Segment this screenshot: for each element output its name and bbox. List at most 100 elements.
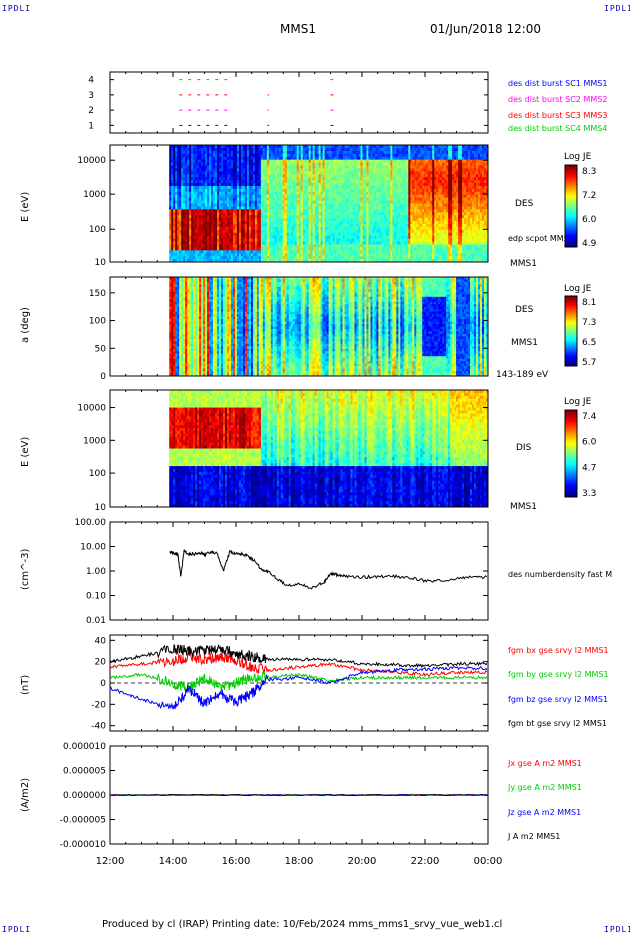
heatmap-cell: [207, 150, 210, 155]
heatmap-cell: [179, 150, 182, 155]
heatmap-cell: [225, 156, 228, 161]
heatmap-cell: [177, 212, 180, 216]
heatmap-cell: [217, 253, 220, 257]
heatmap-cell: [173, 188, 176, 193]
heatmap-cell: [173, 200, 176, 204]
heatmap-cell: [199, 232, 202, 237]
heatmap-cell: [197, 147, 200, 152]
heatmap-cell: [179, 226, 182, 231]
des-energy-heatmap: [169, 145, 489, 263]
heatmap-cell: [179, 238, 182, 242]
heatmap-cell: [169, 229, 172, 234]
heatmap-cell: [211, 229, 214, 234]
heatmap-cell: [211, 197, 214, 201]
heatmap-cell: [185, 194, 188, 199]
heatmap-cell: [173, 206, 176, 210]
heatmap-cell: [197, 235, 200, 239]
heatmap-cell: [223, 147, 226, 152]
heatmap-cell: [209, 247, 212, 251]
heatmap-cell: [171, 162, 174, 166]
heatmap-cell: [213, 209, 216, 213]
heatmap-cell: [203, 188, 206, 193]
heatmap-cell: [223, 223, 226, 228]
heatmap-cell: [199, 226, 202, 231]
heatmap-cell: [179, 200, 182, 204]
heatmap-cell: [211, 191, 214, 196]
heatmap-cell: [177, 159, 180, 163]
heatmap-cell: [205, 209, 208, 213]
heatmap-cell: [201, 165, 204, 169]
heatmap-cell: [230, 229, 234, 234]
heatmap-cell: [213, 229, 216, 234]
heatmap-cell: [187, 191, 190, 196]
heatmap-cell: [177, 253, 180, 257]
heatmap-cell: [215, 145, 218, 149]
heatmap-cell: [203, 174, 206, 178]
heatmap-cell: [215, 171, 218, 175]
heatmap-cell: [211, 259, 214, 263]
heatmap-cell: [203, 153, 206, 158]
heatmap-cell: [209, 168, 212, 172]
heatmap-cell: [189, 185, 192, 190]
heatmap-cell: [205, 238, 208, 242]
heatmap-cell: [227, 168, 230, 172]
heatmap-cell: [191, 162, 194, 166]
heatmap-cell: [215, 188, 218, 193]
heatmap-cell: [221, 209, 224, 213]
heatmap-cell: [189, 229, 192, 234]
heatmap-cell: [183, 244, 186, 248]
heatmap-cell: [191, 177, 194, 181]
heatmap-cell: [207, 244, 210, 248]
heatmap-cell: [189, 150, 192, 155]
heatmap-cell: [228, 180, 232, 184]
heatmap-cell: [189, 209, 192, 213]
heatmap-cell: [183, 238, 186, 242]
heatmap-cell: [227, 197, 230, 201]
heatmap-cell: [227, 250, 230, 254]
heatmap-cell: [205, 223, 208, 228]
heatmap-cell: [185, 150, 188, 155]
legend-jx: Jx gse A m2 MMS1: [508, 759, 582, 768]
heatmap-cell: [171, 171, 174, 175]
heatmap-cell: [173, 232, 176, 237]
heatmap-cell: [211, 215, 214, 219]
heatmap-cell: [225, 147, 228, 152]
heatmap-cell: [181, 171, 184, 175]
heatmap-cell: [219, 259, 222, 263]
heatmap-cell: [227, 235, 230, 239]
heatmap-cell: [177, 244, 180, 248]
heatmap-cell: [195, 150, 198, 155]
heatmap-cell: [223, 259, 226, 263]
heatmap-cell: [217, 238, 220, 242]
heatmap-cell: [191, 203, 194, 207]
heatmap-cell: [193, 183, 196, 187]
heatmap-cell: [223, 209, 226, 213]
heatmap-cell: [185, 247, 188, 251]
heatmap-cell: [195, 229, 198, 234]
heatmap-cell: [223, 177, 226, 181]
heatmap-cell: [217, 259, 220, 263]
heatmap-cell: [223, 171, 226, 175]
heatmap-cell: [177, 165, 180, 169]
heatmap-cell: [183, 206, 186, 210]
heatmap-cell: [211, 162, 214, 166]
heatmap-cell: [193, 180, 196, 184]
heatmap-cell: [219, 241, 222, 245]
heatmap-cell: [169, 156, 172, 161]
heatmap-cell: [191, 183, 194, 187]
heatmap-cell: [207, 221, 210, 225]
heatmap-cell: [187, 171, 190, 175]
heatmap-cell: [177, 147, 180, 152]
heatmap-cell: [169, 194, 172, 199]
heatmap-cell: [228, 206, 232, 210]
heatmap-cell: [193, 250, 196, 254]
heatmap-cell: [205, 218, 208, 222]
heatmap-cell: [223, 247, 226, 251]
heatmap-cell: [230, 250, 234, 254]
heatmap-cell: [207, 165, 210, 169]
heatmap-cell: [207, 253, 210, 257]
heatmap-cell: [181, 197, 184, 201]
heatmap-cell: [211, 183, 214, 187]
heatmap-cell: [211, 168, 214, 172]
heatmap-cell: [179, 209, 182, 213]
